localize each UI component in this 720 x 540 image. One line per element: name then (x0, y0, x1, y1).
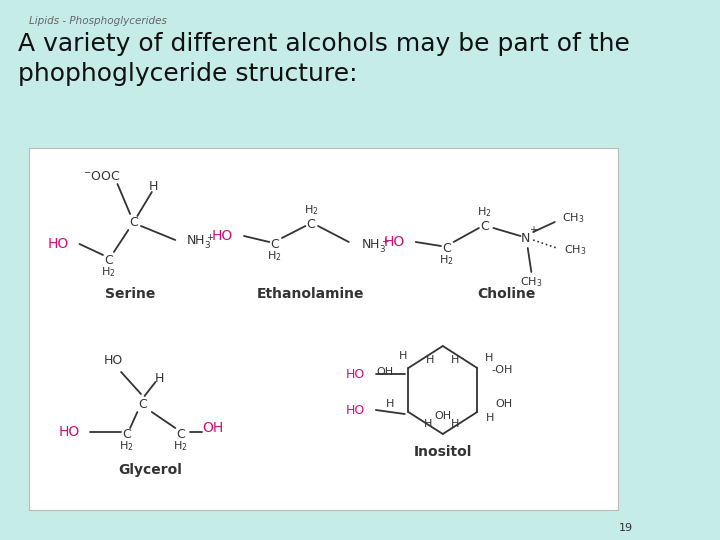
Text: NH$_3^+$: NH$_3^+$ (186, 233, 215, 252)
Text: $^{-}$OOC: $^{-}$OOC (84, 171, 121, 184)
Text: H: H (385, 399, 394, 409)
Text: H: H (424, 419, 433, 429)
Text: C: C (130, 215, 138, 228)
Text: Inositol: Inositol (413, 445, 472, 459)
Text: H: H (149, 180, 158, 193)
Text: H: H (485, 353, 492, 363)
Text: OH: OH (202, 421, 224, 435)
Text: HO: HO (212, 229, 233, 243)
Text: HO: HO (346, 403, 365, 416)
Text: H$_2$: H$_2$ (267, 249, 282, 263)
Text: OH: OH (377, 367, 394, 377)
Text: C: C (176, 428, 185, 441)
Text: H$_2$: H$_2$ (120, 439, 134, 453)
Text: HO: HO (58, 425, 79, 439)
Text: C: C (307, 218, 315, 231)
Text: Ethanolamine: Ethanolamine (257, 287, 364, 301)
Text: HO: HO (384, 235, 405, 249)
Text: CH$_3$: CH$_3$ (564, 243, 586, 257)
Text: C: C (270, 238, 279, 251)
Text: H: H (451, 355, 459, 365)
Text: C: C (442, 241, 451, 254)
Text: C: C (138, 397, 147, 410)
Text: OH: OH (434, 411, 451, 421)
Text: C: C (104, 253, 113, 267)
Text: H: H (399, 351, 407, 361)
Text: CH$_3$: CH$_3$ (562, 211, 585, 225)
Text: Serine: Serine (105, 287, 156, 301)
Text: HO: HO (48, 237, 68, 251)
Text: -OH: -OH (492, 365, 513, 375)
Text: H$_2$: H$_2$ (101, 265, 116, 279)
Text: Choline: Choline (477, 287, 535, 301)
Text: HO: HO (346, 368, 365, 381)
Text: H: H (154, 372, 163, 384)
Text: +: + (529, 225, 537, 235)
Text: H$_2$: H$_2$ (439, 253, 454, 267)
Text: Glycerol: Glycerol (118, 463, 182, 477)
Text: A variety of different alcohols may be part of the
phophoglyceride structure:: A variety of different alcohols may be p… (18, 32, 630, 86)
Text: Lipids - Phosphoglycerides: Lipids - Phosphoglycerides (29, 16, 167, 26)
Text: C: C (480, 219, 489, 233)
Text: H$_2$: H$_2$ (477, 205, 492, 219)
Text: H$_2$: H$_2$ (304, 203, 318, 217)
FancyBboxPatch shape (29, 148, 618, 510)
Text: C: C (122, 428, 131, 441)
Text: H$_2$: H$_2$ (174, 439, 188, 453)
Text: H: H (486, 413, 495, 423)
Text: H: H (451, 419, 459, 429)
Text: NH$_3^+$: NH$_3^+$ (361, 237, 390, 255)
Text: 19: 19 (618, 523, 633, 533)
Text: OH: OH (495, 399, 513, 409)
Text: HO: HO (104, 354, 124, 367)
Text: N: N (521, 232, 531, 245)
Text: H: H (426, 355, 434, 365)
Text: CH$_3$: CH$_3$ (520, 275, 543, 289)
